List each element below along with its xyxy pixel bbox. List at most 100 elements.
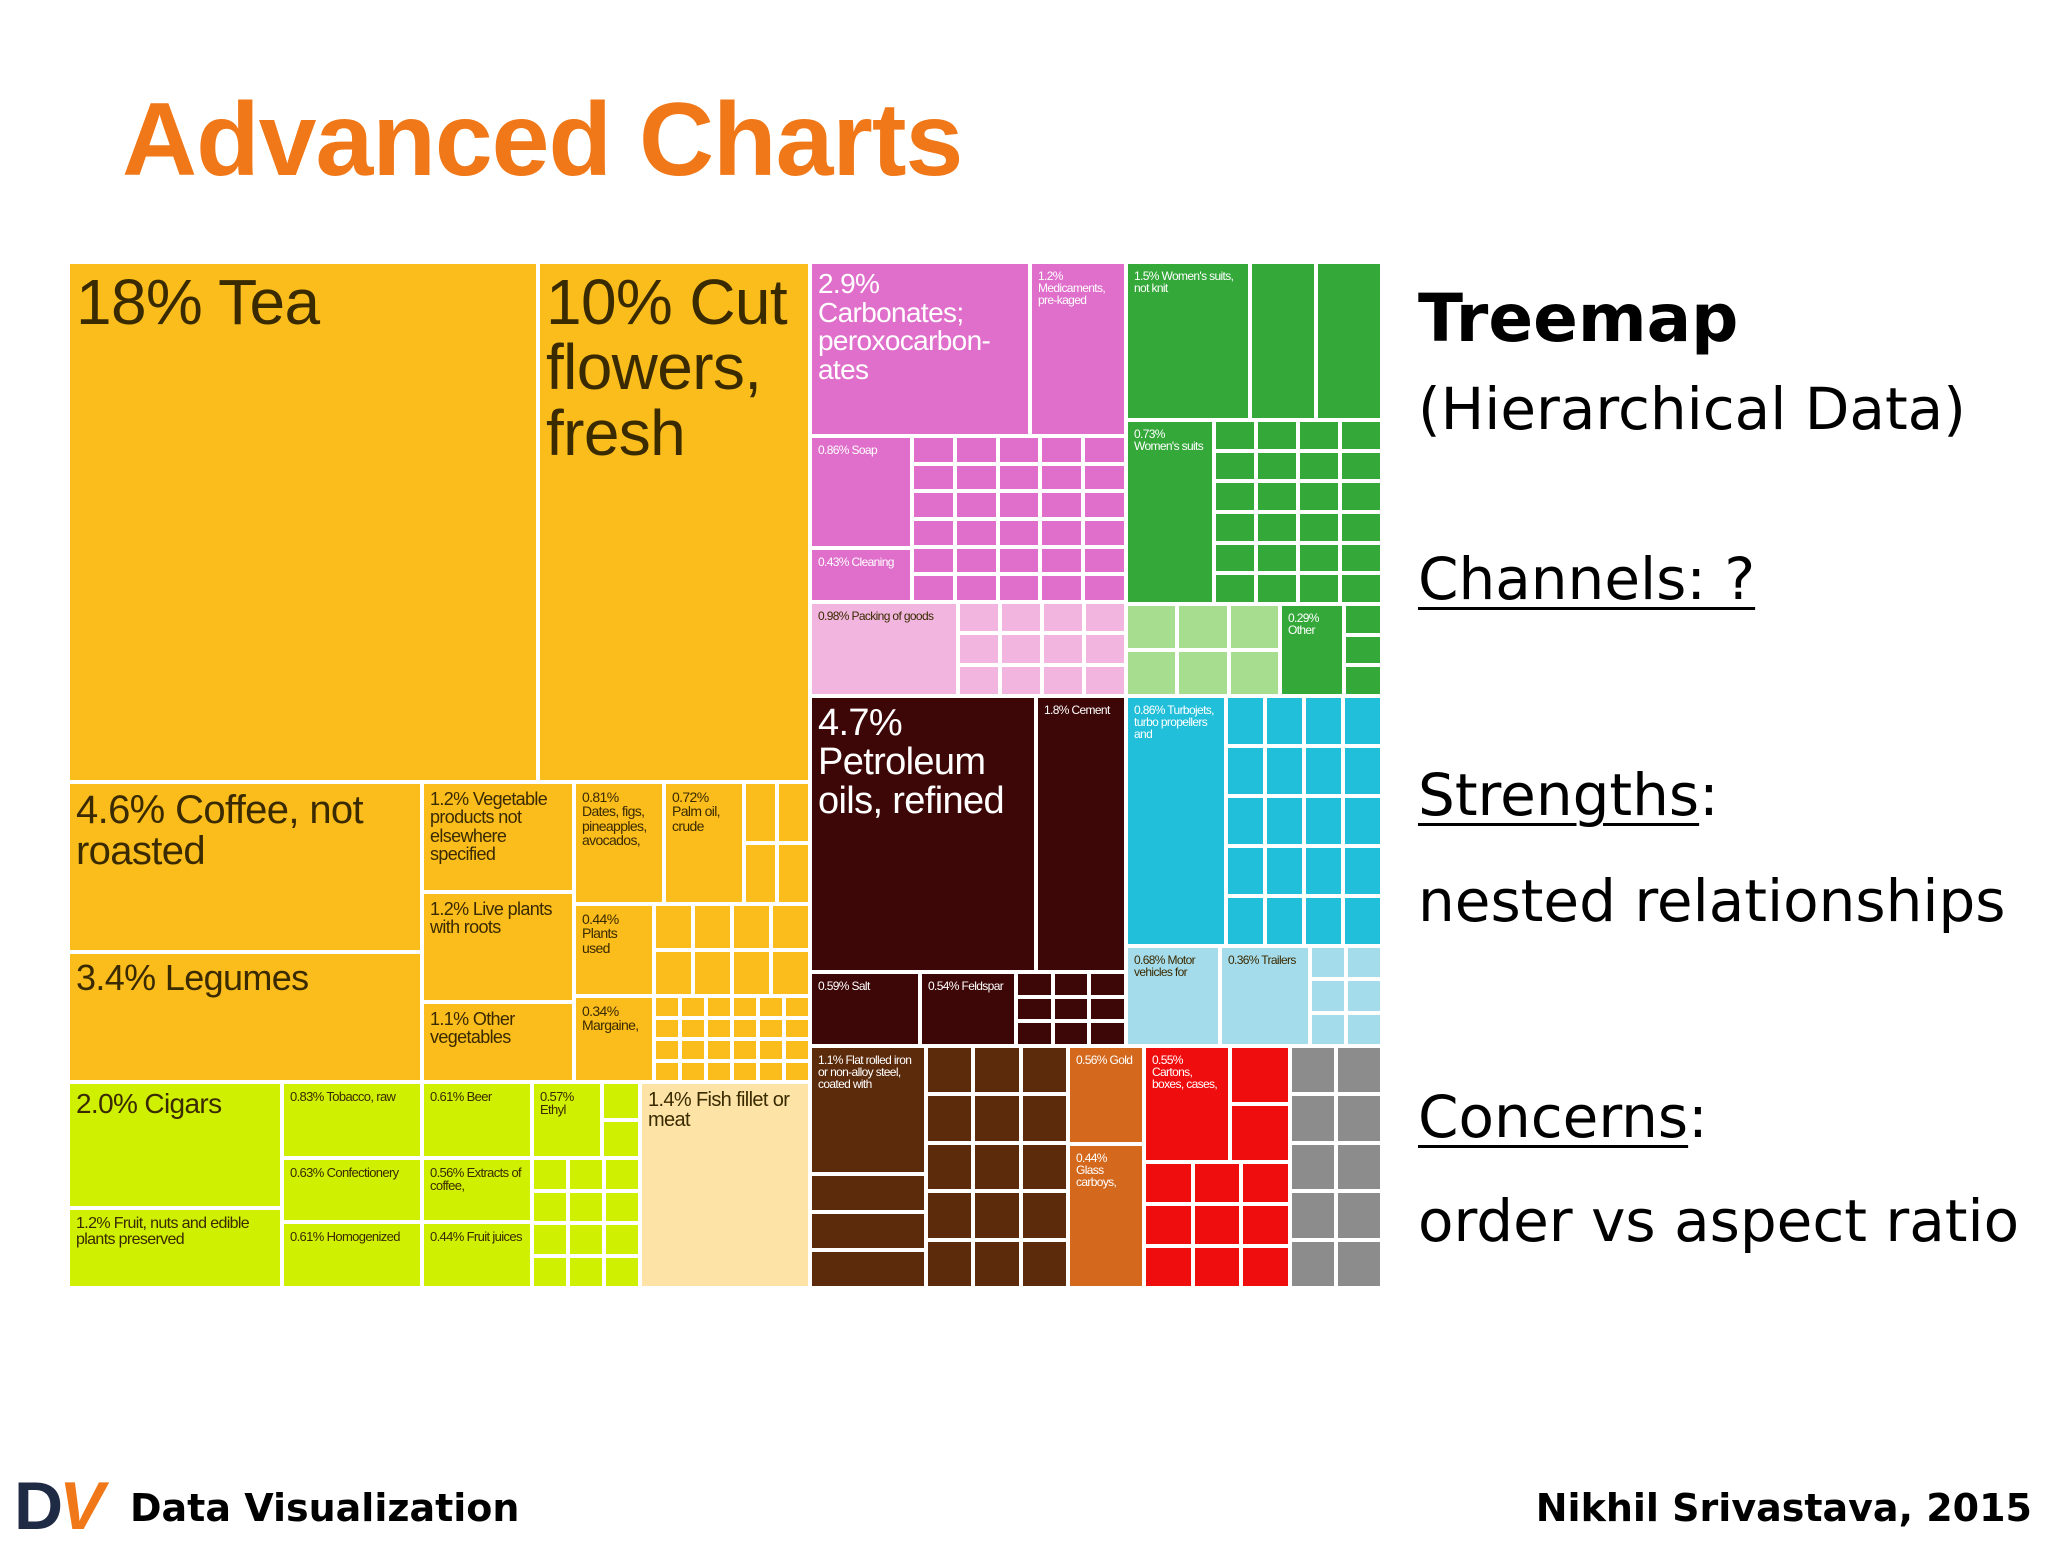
- treemap-cell: [1250, 262, 1316, 420]
- treemap-cell: [1336, 1239, 1382, 1288]
- treemap-cell: [732, 1017, 758, 1039]
- treemap-cell: [654, 950, 693, 996]
- treemap-cell: [1040, 546, 1084, 575]
- treemap-cell: [1089, 972, 1126, 997]
- treemap-cell: [1265, 846, 1304, 896]
- treemap-cell: [1304, 896, 1343, 946]
- treemap-cell: [1020, 1191, 1068, 1240]
- treemap-cell: [1230, 1046, 1290, 1104]
- treemap-cell: [1083, 574, 1126, 602]
- treemap-cell: [1290, 1239, 1336, 1288]
- treemap-cell-label: 0.36% Trailers: [1228, 953, 1296, 967]
- treemap-cell-labeled: 0.29% Other: [1280, 604, 1344, 696]
- treemap-cell: [532, 1190, 568, 1223]
- treemap-cell-labeled: 0.86% Turbojets, turbo propellers and: [1126, 696, 1226, 946]
- treemap-cell: [604, 1158, 640, 1191]
- treemap-cell-label: 0.98% Packing of goods: [818, 609, 934, 623]
- treemap-cell: [912, 574, 955, 602]
- treemap-cell: [926, 1094, 974, 1143]
- treemap-cell: [1346, 1012, 1382, 1046]
- treemap-cell: [1256, 573, 1298, 604]
- treemap-cell: [1144, 1204, 1193, 1246]
- treemap-cell: [1265, 896, 1304, 946]
- treemap-cell-labeled: 1.2% Medicaments, pre-kaged: [1030, 262, 1126, 436]
- treemap-cell-label: 0.81% Dates, figs, pineapples, avocados,: [582, 789, 647, 848]
- treemap-cell: [1083, 519, 1126, 547]
- treemap-cell-labeled: 0.56% Gold: [1068, 1046, 1144, 1144]
- treemap-cell: [1298, 542, 1340, 574]
- treemap-cell: [973, 1191, 1021, 1240]
- treemap-cell: [997, 436, 1041, 464]
- treemap-cell-label: 0.86% Turbojets, turbo propellers and: [1134, 703, 1214, 742]
- treemap-cell: [1052, 996, 1090, 1022]
- treemap-cell: [1020, 1046, 1068, 1095]
- treemap-cell: [604, 1190, 640, 1223]
- treemap-cell: [706, 996, 732, 1018]
- treemap-cell: [732, 1060, 758, 1082]
- treemap-cell-labeled: 0.56% Extracts of coffee,: [422, 1158, 532, 1222]
- treemap-cell: [1000, 602, 1042, 634]
- treemap-cell: [1340, 512, 1382, 543]
- treemap-cell: [912, 491, 955, 519]
- treemap-cell: [1336, 1046, 1382, 1095]
- treemap-cell-labeled: 2.9% Carbonates; peroxocarbon-ates: [810, 262, 1030, 436]
- treemap-cell: [912, 546, 955, 575]
- treemap-cell-label: 0.57% Ethyl: [540, 1089, 574, 1118]
- treemap-cell: [758, 1039, 784, 1061]
- treemap-cell-label: 0.43% Cleaning: [818, 555, 894, 569]
- treemap-cell-labeled: 0.83% Tobacco, raw: [282, 1082, 422, 1158]
- treemap-cell: [654, 1039, 680, 1061]
- treemap-cell: [1346, 946, 1382, 980]
- treemap-cell: [784, 996, 810, 1018]
- treemap-cell: [1214, 512, 1256, 543]
- treemap-cell: [1040, 436, 1084, 464]
- treemap-cell: [1304, 796, 1343, 846]
- treemap-cell-label: 3.4% Legumes: [76, 957, 309, 998]
- treemap-cell: [568, 1255, 604, 1288]
- treemap-cell: [1192, 1246, 1242, 1288]
- concerns-label: Concerns: [1418, 1083, 1689, 1151]
- treemap-cell-labeled: 0.86% Soap: [810, 436, 912, 548]
- treemap-cell-label: 0.44% Fruit juices: [430, 1229, 522, 1244]
- treemap-cell: [732, 1039, 758, 1061]
- treemap-cell-label: 0.86% Soap: [818, 443, 878, 457]
- treemap-cell: [954, 491, 998, 519]
- treemap-cell: [1083, 546, 1126, 575]
- treemap-cell: [1298, 420, 1340, 451]
- treemap-cell-label: 0.55% Cartons, boxes, cases,: [1152, 1053, 1218, 1092]
- treemap-cell: [1298, 573, 1340, 604]
- treemap-cell: [1241, 1204, 1290, 1246]
- treemap-cell-labeled: 4.7% Petroleum oils, refined: [810, 696, 1036, 972]
- treemap-cell: [784, 1017, 810, 1039]
- treemap-cell-label: 1.2% Medicaments, pre-kaged: [1038, 269, 1106, 308]
- treemap-cell: [771, 904, 810, 950]
- treemap-cell-labeled: 0.73% Women's suits: [1126, 420, 1214, 604]
- treemap-cell: [693, 950, 732, 996]
- treemap-cell-label: 0.44% Glass carboys,: [1076, 1151, 1117, 1190]
- treemap-cell: [1343, 846, 1382, 896]
- treemap-cell-labeled: 0.54% Feldspar: [920, 972, 1016, 1046]
- treemap-cell-label: 1.2% Vegetable products not elsewhere sp…: [430, 789, 548, 865]
- treemap-cell: [784, 1039, 810, 1061]
- treemap-cell: [1042, 602, 1084, 634]
- treemap-cell: [1228, 604, 1280, 650]
- treemap-cell: [1084, 664, 1126, 696]
- treemap-cell: [1040, 491, 1084, 519]
- treemap-cell-label: 0.44% Plants used: [582, 911, 619, 956]
- treemap-cell: [973, 1142, 1021, 1192]
- treemap-cell: [1344, 665, 1382, 696]
- logo-letter-d: D: [14, 1468, 63, 1544]
- treemap-cell: [568, 1223, 604, 1256]
- treemap-cell-label: 0.63% Confectionery: [290, 1165, 399, 1180]
- treemap-cell: [1226, 796, 1265, 846]
- concerns-colon: :: [1688, 1083, 1708, 1151]
- treemap-cell: [1340, 542, 1382, 574]
- treemap-cell: [1241, 1246, 1290, 1288]
- treemap-cell: [1052, 972, 1090, 997]
- treemap-cell: [1089, 1021, 1126, 1046]
- treemap-cell: [1144, 1162, 1193, 1204]
- treemap-cell: [532, 1255, 568, 1288]
- treemap-cell: [1241, 1162, 1290, 1204]
- treemap-cell-labeled: 0.36% Trailers: [1220, 946, 1310, 1046]
- treemap-cell: [958, 664, 1000, 696]
